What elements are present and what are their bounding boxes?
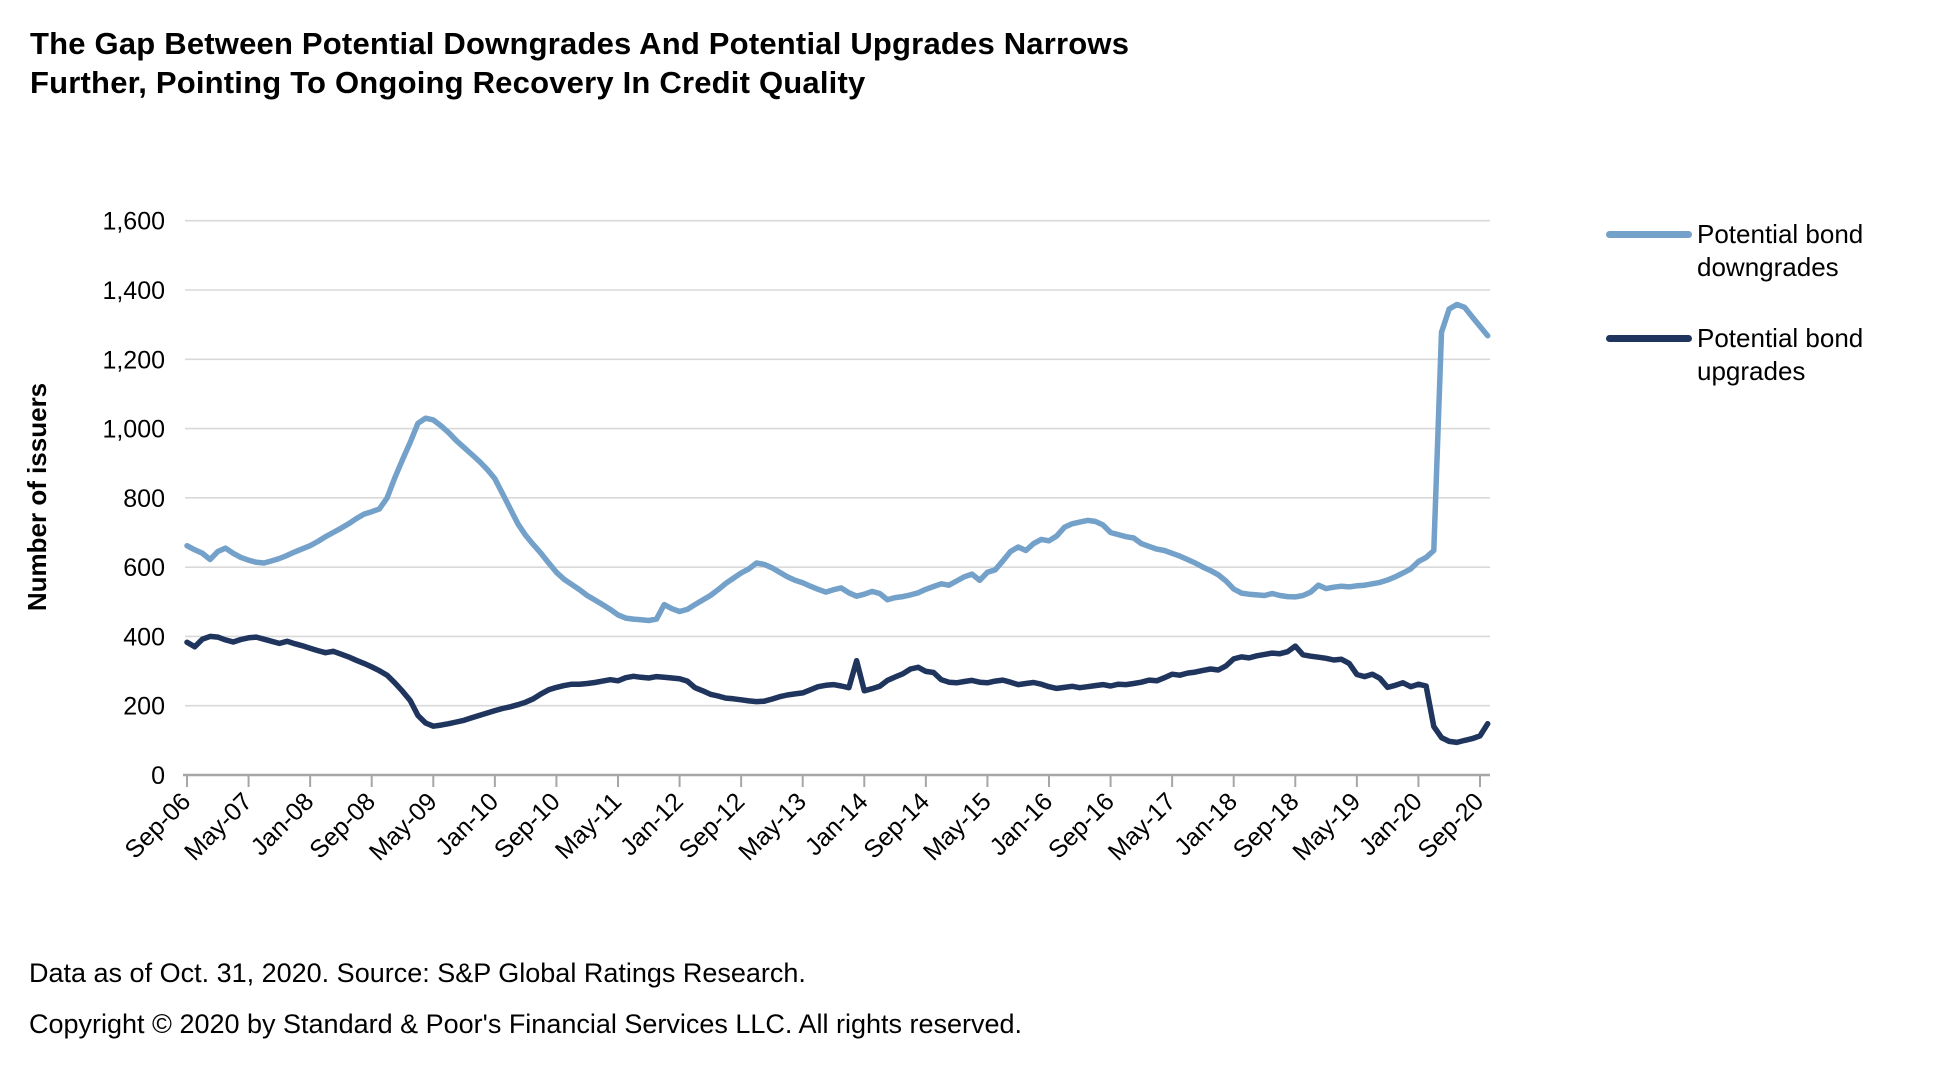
y-tick-label-1,400: 1,400 [102, 277, 165, 305]
x-tick-label-Jan-10: Jan-10 [430, 787, 504, 861]
footer-copyright-line: Copyright © 2020 by Standard & Poor's Fi… [29, 1009, 1023, 1039]
y-tick-label-1,200: 1,200 [102, 346, 165, 374]
x-tick-label-Sep-10: Sep-10 [489, 787, 566, 864]
y-tick-label-400: 400 [123, 623, 165, 651]
chart-title: The Gap Between Potential Downgrades And… [30, 26, 1130, 100]
upgrades-line-swatch [1606, 335, 1692, 342]
y-tick-label-600: 600 [123, 554, 165, 582]
y-tick-label-200: 200 [123, 693, 165, 721]
y-tick-label-800: 800 [123, 485, 165, 513]
x-tick-label-Jan-08: Jan-08 [246, 787, 320, 861]
x-tick-label-May-13: May-13 [733, 787, 812, 866]
x-tick-label-May-07: May-07 [179, 787, 258, 866]
x-tick-label-May-19: May-19 [1287, 787, 1366, 866]
y-tick-label-1,000: 1,000 [102, 416, 165, 444]
x-tick-label-Jan-16: Jan-16 [984, 787, 1058, 861]
series-line-downgrades [184, 301, 1491, 624]
x-tick-label-Jan-20: Jan-20 [1354, 787, 1428, 861]
legend-label-downgrades: Potential bond downgrades [1697, 219, 1864, 282]
x-tick-label-May-15: May-15 [918, 787, 997, 866]
y-tick-label-1,600: 1,600 [102, 208, 165, 236]
footer-source-line: Data as of Oct. 31, 2020. Source: S&P Gl… [29, 958, 806, 988]
legend: Potential bond downgrades Potential bond… [1606, 218, 1936, 426]
legend-entry-upgrades: Potential bond upgrades [1606, 322, 1936, 388]
x-tick-label-Jan-14: Jan-14 [800, 787, 874, 861]
x-tick-label-May-11: May-11 [550, 787, 627, 864]
grid-layer [185, 219, 1490, 707]
x-tick-label-May-09: May-09 [364, 787, 443, 866]
legend-label-upgrades: Potential bond upgrades [1697, 323, 1864, 386]
legend-entry-downgrades: Potential bond downgrades [1606, 218, 1936, 284]
y-axis-title: Number of issuers [22, 383, 52, 611]
y-tick-label-0: 0 [151, 762, 165, 790]
x-tick-label-Sep-20: Sep-20 [1412, 787, 1489, 864]
x-tick-label-Jan-18: Jan-18 [1169, 787, 1243, 861]
x-tick-label-May-17: May-17 [1103, 787, 1182, 866]
downgrades-line-swatch [1606, 231, 1692, 238]
series-layer [184, 301, 1491, 746]
series-line-upgrades [184, 633, 1491, 746]
x-tick-label-Jan-12: Jan-12 [615, 787, 689, 861]
axis-layer: 02004006008001,0001,2001,4001,600Sep-06M… [102, 208, 1490, 866]
